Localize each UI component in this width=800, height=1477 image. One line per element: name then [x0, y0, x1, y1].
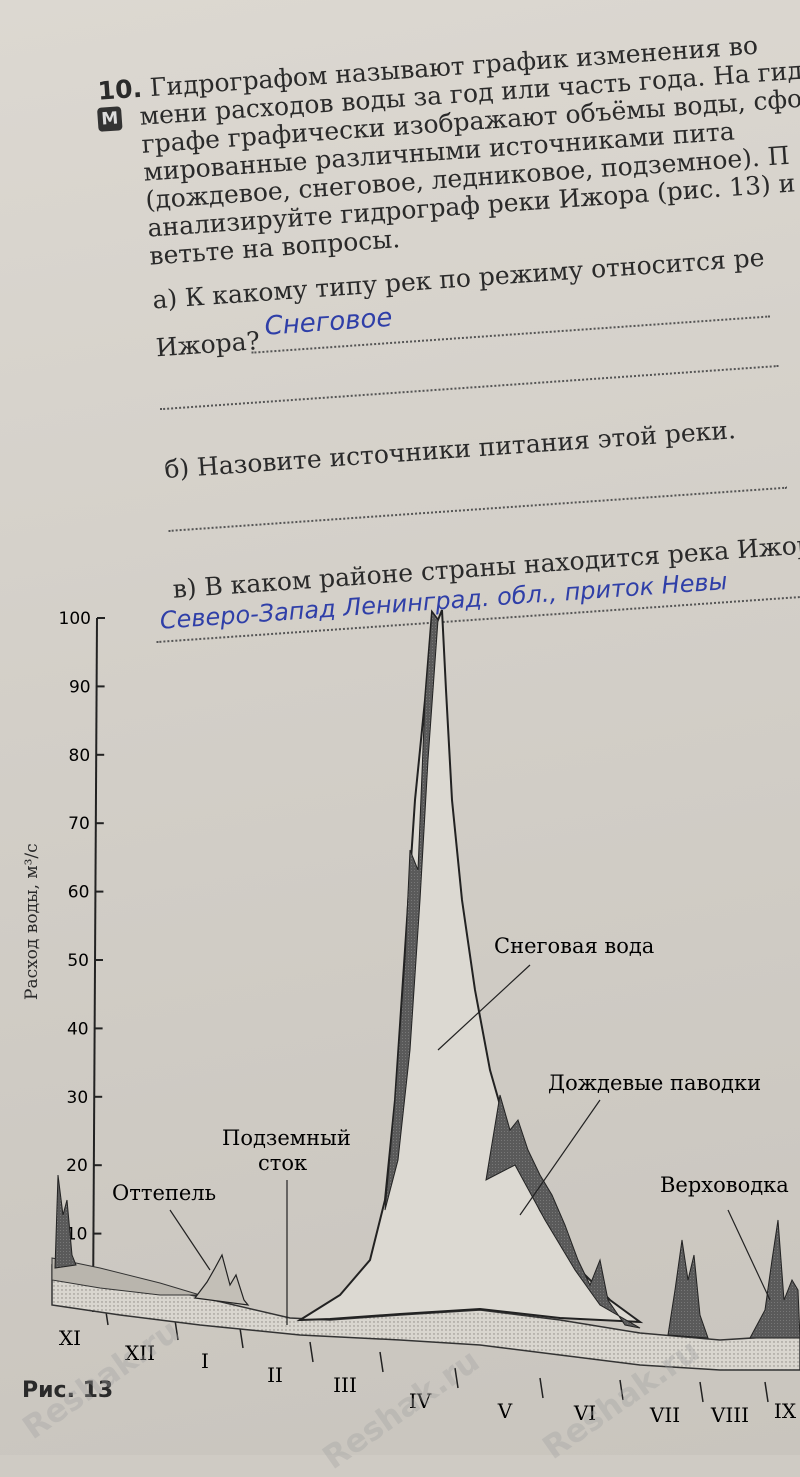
- x-tick-label: VII: [649, 1403, 680, 1427]
- y-tick-label: 40: [67, 1019, 89, 1039]
- y-tick-label: 100: [59, 609, 91, 629]
- x-tick-mark: [239, 1327, 244, 1349]
- x-tick-mark: [764, 1381, 769, 1403]
- snow-rise-hatched-area: [384, 610, 439, 1211]
- label-thaw: Оттепель: [112, 1181, 216, 1205]
- y-tick-label: 90: [69, 677, 91, 697]
- task-text: 10. Гидрографом называют график изменени…: [92, 0, 800, 644]
- handwritten-answer-a: Снеговое: [263, 302, 394, 342]
- x-tick-label: VIII: [710, 1403, 749, 1427]
- x-tick-mark: [539, 1377, 544, 1399]
- label-snow-water: Снеговая вода: [494, 934, 654, 958]
- snow-water-area: [296, 609, 644, 1324]
- y-tick-label: 30: [67, 1088, 89, 1108]
- x-tick-mark: [454, 1367, 459, 1389]
- summer-peak-area: [667, 1239, 709, 1339]
- x-tick-mark: [174, 1319, 179, 1341]
- x-tick-label: XII: [125, 1341, 155, 1365]
- x-tick-mark: [379, 1351, 384, 1373]
- question-b-line: б) Назовите источники питания этой реки.: [163, 415, 737, 485]
- metasubject-icon: М: [96, 106, 123, 132]
- y-axis-label: Расход воды, м³/с: [22, 843, 42, 1000]
- snow-leader-line: [437, 964, 531, 1051]
- figure-caption: Рис. 13: [22, 1378, 114, 1403]
- y-axis-ticks: 0102030405060708090100: [59, 609, 105, 1313]
- task-number: 10.: [96, 73, 144, 106]
- question-a-line-2: Ижора?: [154, 326, 261, 363]
- y-tick-label: 50: [67, 951, 89, 971]
- label-perched-water: Верховодка: [660, 1173, 789, 1197]
- x-tick-label: III: [333, 1373, 357, 1397]
- y-tick-label: 80: [69, 746, 91, 766]
- label-rain-floods: Дождевые паводки: [548, 1071, 761, 1095]
- x-tick-mark: [619, 1379, 624, 1401]
- x-tick-label: V: [497, 1399, 513, 1423]
- answer-a-dotted-line-2: [160, 364, 779, 411]
- x-tick-label: IV: [409, 1389, 432, 1413]
- y-tick-label: 70: [68, 814, 90, 834]
- label-groundwater-line-1: Подземный: [222, 1126, 351, 1150]
- x-tick-label: I: [201, 1349, 209, 1373]
- x-tick-label: XI: [59, 1326, 81, 1350]
- early-peak-area: [54, 1174, 77, 1269]
- x-tick-label: IX: [774, 1399, 797, 1423]
- y-tick-label: 10: [66, 1225, 88, 1245]
- rain-leader-line: [519, 1099, 601, 1216]
- groundwater-upper-band: [51, 1257, 201, 1296]
- y-tick-label: 60: [68, 883, 90, 903]
- x-tick-mark: [699, 1381, 704, 1403]
- rain-flood-area: [485, 1094, 641, 1329]
- perched-water-area: [749, 1219, 800, 1339]
- y-tick-label: 20: [66, 1156, 88, 1176]
- perched-leader-line: [727, 1209, 771, 1301]
- label-groundwater-line-2: сток: [258, 1151, 307, 1175]
- hydrograph-chart: 0102030405060708090100 XIXIIIIIIIIIVVVIV…: [51, 609, 800, 1427]
- x-tick-label: II: [267, 1363, 283, 1387]
- x-tick-mark: [309, 1341, 314, 1363]
- x-tick-label: VI: [573, 1401, 596, 1425]
- y-axis: [92, 617, 98, 1313]
- answer-b-dotted-line: [168, 486, 788, 532]
- thaw-area: [193, 1253, 250, 1306]
- thaw-leader-line: [169, 1209, 211, 1271]
